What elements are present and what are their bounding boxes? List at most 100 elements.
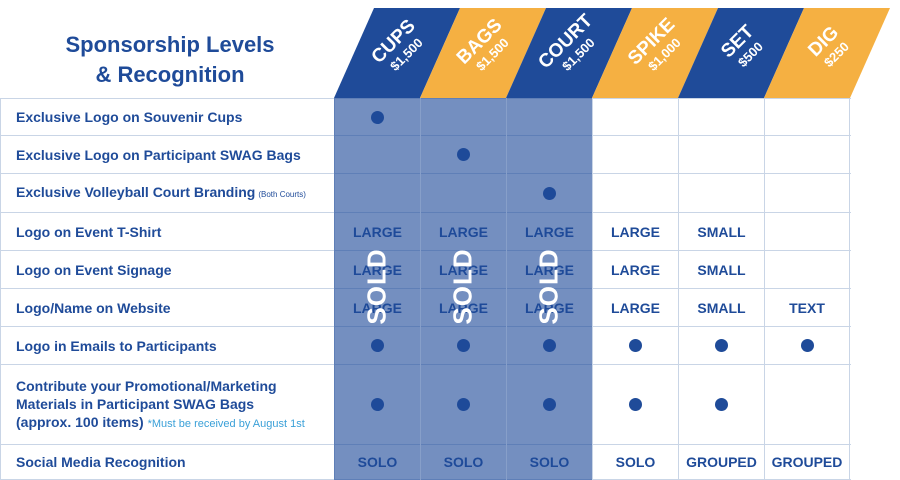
benefit-text-main: Logo on Event T-Shirt [16, 223, 162, 240]
cell-value: LARGE [525, 261, 574, 278]
cell-cups: LARGE [334, 213, 420, 250]
cell-value: LARGE [439, 299, 488, 316]
cell-court: LARGE [506, 251, 592, 288]
cell-court [506, 174, 592, 212]
benefit-text: Logo on Event Signage [16, 261, 172, 279]
cell-cups [334, 327, 420, 364]
page-title: Sponsorship Levels & Recognition [30, 30, 310, 90]
cell-court [506, 136, 592, 173]
cell-dig [764, 99, 850, 135]
included-dot-icon [371, 339, 384, 352]
benefit-deadline-note: *Must be received by August 1st [147, 417, 305, 430]
cell-cups [334, 174, 420, 212]
included-dot-icon [457, 339, 470, 352]
cell-set: GROUPED [678, 445, 764, 479]
cell-value: SOLO [443, 454, 484, 470]
benefit-text: Exclusive Logo on Participant SWAG Bags [16, 146, 301, 164]
cell-court [506, 327, 592, 364]
benefit-text: Logo in Emails to Participants [16, 337, 217, 355]
benefit-text-main: Exclusive Logo on Souvenir Cups [16, 109, 243, 125]
benefit-label: Exclusive Logo on Participant SWAG Bags [0, 136, 334, 173]
table-row: Contribute your Promotional/Marketing Mat… [0, 365, 851, 445]
cell-spike [592, 136, 678, 173]
cell-set [678, 365, 764, 444]
included-dot-icon [543, 186, 556, 200]
benefit-text-line: (approx. 100 items) [16, 413, 144, 430]
included-dot-icon [715, 339, 728, 352]
cell-value: LARGE [353, 261, 402, 278]
included-dot-icon [800, 339, 814, 352]
benefit-text: Exclusive Logo on Souvenir Cups [16, 108, 242, 126]
benefit-label: Exclusive Volleyball Court Branding (Both… [0, 174, 334, 212]
cell-bags: LARGE [420, 213, 506, 250]
cell-value: LARGE [611, 299, 660, 316]
cell-spike [592, 99, 678, 135]
benefit-text: Social Media Recognition [16, 453, 186, 471]
cell-spike: LARGE [592, 289, 678, 326]
included-dot-icon [371, 398, 384, 411]
cell-set: SMALL [678, 251, 764, 288]
cell-dig: TEXT [764, 289, 850, 326]
cell-bags: LARGE [420, 289, 506, 326]
cell-spike: SOLO [592, 445, 678, 479]
cell-set: SMALL [678, 213, 764, 250]
cell-value: LARGE [353, 299, 402, 316]
benefit-text-line: Materials in Participant SWAG Bags [16, 395, 255, 412]
cell-value: TEXT [789, 299, 825, 316]
benefit-text-main: Logo on Event Signage [16, 261, 172, 278]
included-dot-icon [629, 339, 642, 352]
cell-spike [592, 327, 678, 364]
included-dot-icon [371, 110, 384, 124]
tier-header-shapes [334, 8, 890, 98]
cell-value: LARGE [439, 261, 488, 278]
included-dot-icon [543, 339, 556, 352]
tier-tab-cups [334, 8, 460, 98]
cell-value: GROUPED [686, 454, 757, 470]
cell-spike: LARGE [592, 213, 678, 250]
tier-tab-court [506, 8, 632, 98]
benefit-text-main: Logo/Name on Website [16, 299, 171, 316]
cell-dig [764, 365, 850, 444]
cell-court [506, 99, 592, 135]
cell-bags [420, 99, 506, 135]
benefit-text: Exclusive Volleyball Court Branding (Both… [16, 183, 306, 204]
cell-court: LARGE [506, 213, 592, 250]
benefit-text-main: Exclusive Volleyball Court Branding [16, 183, 256, 200]
benefit-label: Exclusive Logo on Souvenir Cups [0, 99, 334, 135]
cell-cups [334, 365, 420, 444]
cell-value: LARGE [353, 223, 402, 240]
cell-spike: LARGE [592, 251, 678, 288]
cell-spike [592, 174, 678, 212]
included-dot-icon [543, 398, 556, 411]
cell-cups: SOLO [334, 445, 420, 479]
tier-tab-set [678, 8, 804, 98]
cell-set [678, 174, 764, 212]
benefit-text: Contribute your Promotional/Marketing Mat… [16, 377, 305, 433]
cell-set: SMALL [678, 289, 764, 326]
cell-dig [764, 213, 850, 250]
tier-tab-spike [592, 8, 718, 98]
cell-value: SOLO [529, 454, 570, 470]
cell-value: SMALL [697, 299, 746, 316]
table-row: Logo on Event Signage LARGE LARGE LARGE LARG… [0, 251, 851, 289]
cell-set [678, 99, 764, 135]
title-line-1: Sponsorship Levels [65, 32, 275, 57]
benefit-label: Contribute your Promotional/Marketing Mat… [0, 365, 334, 444]
cell-value: SMALL [697, 261, 746, 278]
cell-value: LARGE [439, 223, 488, 240]
cell-bags [420, 365, 506, 444]
cell-dig [764, 327, 850, 364]
cell-value: LARGE [525, 299, 574, 316]
included-dot-icon [629, 398, 642, 411]
cell-set [678, 327, 764, 364]
benefit-text-main: Logo in Emails to Participants [16, 337, 217, 354]
benefit-text-main: Exclusive Logo on Participant SWAG Bags [16, 146, 301, 163]
cell-cups: LARGE [334, 251, 420, 288]
cell-cups [334, 136, 420, 173]
cell-value: LARGE [611, 261, 660, 278]
cell-spike [592, 365, 678, 444]
cell-dig: GROUPED [764, 445, 850, 479]
benefit-text-line: Contribute your Promotional/Marketing [16, 377, 277, 394]
cell-court: LARGE [506, 289, 592, 326]
cell-set [678, 136, 764, 173]
